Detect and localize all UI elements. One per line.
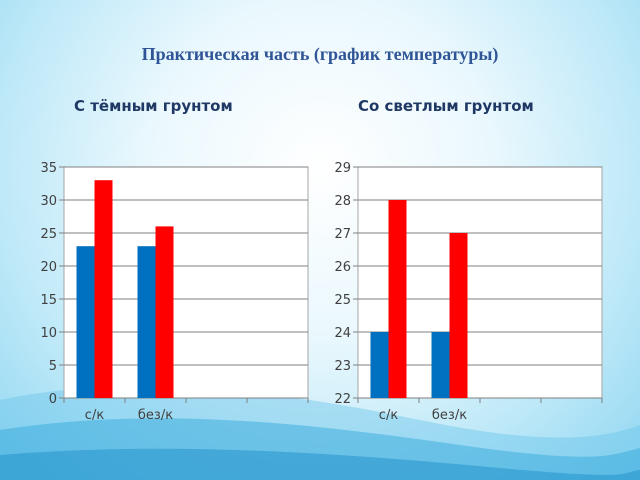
dark-ytick-label: 0 bbox=[49, 392, 57, 407]
dark-ytick-label: 25 bbox=[40, 227, 57, 242]
dark-bar bbox=[76, 246, 95, 398]
dark-ytick-label: 20 bbox=[40, 260, 57, 275]
light-ytick-label: 26 bbox=[334, 260, 351, 275]
light-bar bbox=[431, 332, 450, 398]
light-ytick-label: 25 bbox=[334, 293, 351, 308]
dark-xtick-label: с/к bbox=[85, 408, 105, 423]
light-ytick-label: 23 bbox=[334, 359, 351, 374]
dark-ytick-label: 10 bbox=[40, 326, 57, 341]
chart-title-left: С тёмным грунтом bbox=[74, 97, 233, 115]
dark-bar bbox=[137, 246, 156, 398]
light-ytick-label: 27 bbox=[334, 227, 351, 242]
dark-ytick-label: 35 bbox=[40, 161, 57, 176]
chart-title-right: Со светлым грунтом bbox=[358, 97, 534, 115]
light-ytick-label: 29 bbox=[334, 161, 351, 176]
dark-bar bbox=[94, 180, 113, 398]
light-ytick-label: 28 bbox=[334, 194, 351, 209]
light-bar bbox=[388, 200, 407, 398]
dark-ytick-label: 15 bbox=[40, 293, 57, 308]
light-xtick-label: без/к bbox=[432, 408, 467, 423]
dark-xtick-label: без/к bbox=[138, 408, 173, 423]
light-bar bbox=[449, 233, 468, 398]
light-bar bbox=[370, 332, 389, 398]
light-xtick-label: с/к bbox=[379, 408, 399, 423]
dark-ytick-label: 5 bbox=[49, 359, 57, 374]
light-ytick-label: 24 bbox=[334, 326, 351, 341]
slide-title: Практическая часть (график температуры) bbox=[141, 44, 499, 64]
dark-ytick-label: 30 bbox=[40, 194, 57, 209]
light-ytick-label: 22 bbox=[334, 392, 351, 407]
dark-bar bbox=[155, 226, 174, 398]
